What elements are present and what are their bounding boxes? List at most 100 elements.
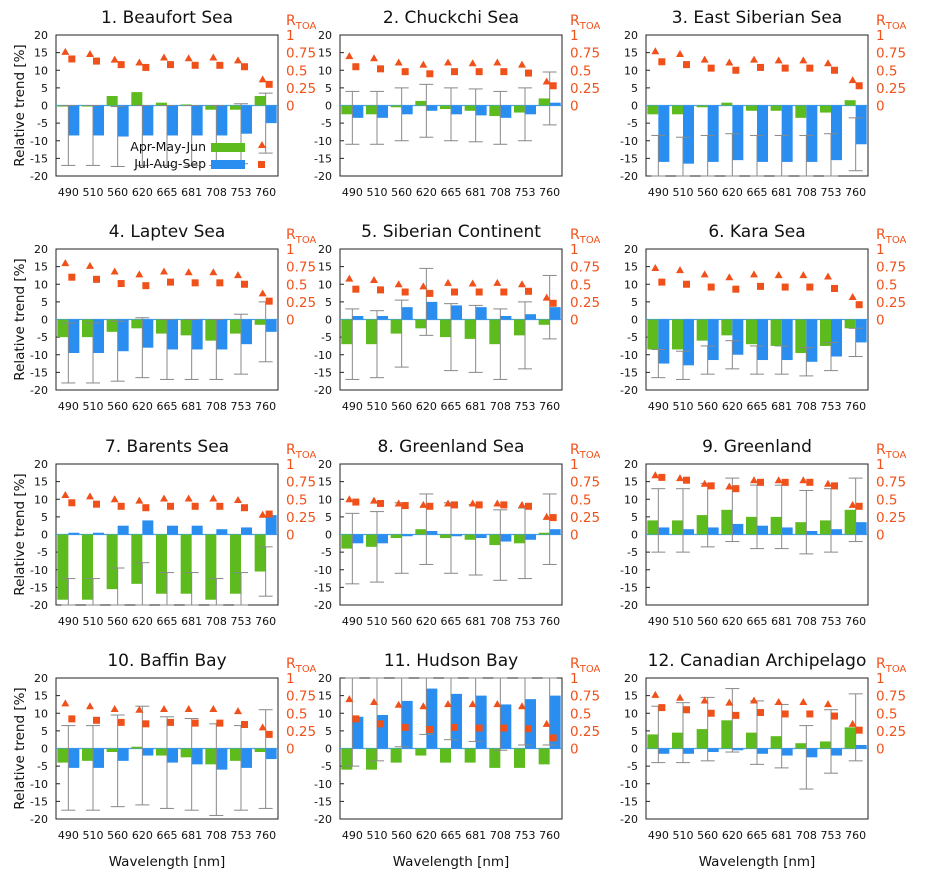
r-toa-axis-label: RTOA	[876, 13, 907, 32]
rtoa-amj-marker	[209, 53, 218, 61]
y-tick-label: -10	[620, 135, 638, 148]
rtoa-jas-marker	[191, 279, 199, 287]
bar-jas	[426, 530, 438, 535]
rtoa-amj-marker	[799, 697, 808, 705]
y-tick-label: 10	[624, 64, 638, 77]
bar-amj	[180, 534, 192, 594]
rtoa-amj-marker	[493, 499, 502, 507]
y-tick-label: -5	[627, 117, 638, 130]
x-tick-label: 753	[231, 186, 252, 199]
y-tick-label: -20	[314, 599, 332, 612]
y-tick-label: 10	[34, 493, 48, 506]
bar-jas	[451, 105, 462, 115]
x-tick-label: 681	[465, 186, 486, 199]
bar-jas	[216, 105, 228, 136]
r-toa-axis-label: RTOA	[570, 227, 601, 246]
y-tick-label: 0	[631, 529, 638, 542]
r-toa-main: R	[876, 656, 886, 672]
bar-jas	[683, 319, 694, 366]
rtoa-jas-marker	[855, 502, 863, 510]
rtoa-amj-marker	[493, 58, 502, 66]
rtoa-amj-marker	[700, 270, 709, 278]
y-tick-label: -20	[30, 599, 48, 612]
bar-jas	[142, 520, 154, 535]
rtoa-jas-marker	[451, 501, 458, 509]
rtoa-jas-marker	[265, 297, 273, 305]
bar-jas	[781, 527, 793, 535]
rtoa-amj-marker	[61, 47, 70, 55]
x-tick-label: 510	[673, 186, 694, 199]
rtoa-jas-marker	[401, 288, 409, 296]
rtoa-jas-marker	[93, 716, 100, 724]
bar-amj	[770, 736, 782, 749]
y2-tick-label: 1	[570, 671, 579, 687]
y-tick-label: -20	[314, 813, 332, 826]
bar-jas	[658, 527, 670, 535]
rtoa-amj-marker	[651, 47, 660, 55]
panel-11: 11. Hudson Bay20151050-5-10-15-2010.750.…	[314, 651, 601, 870]
bar-jas	[93, 105, 104, 136]
bar-amj	[341, 748, 353, 770]
bar-jas	[377, 315, 388, 320]
bar-jas	[549, 307, 561, 320]
y2-tick-label: 0.25	[286, 724, 316, 740]
rtoa-jas-marker	[707, 709, 715, 717]
rtoa-amj-marker	[824, 272, 832, 280]
y2-tick-label: 1	[570, 457, 579, 473]
x-tick-label: 708	[490, 615, 511, 628]
rtoa-jas-marker	[451, 723, 458, 731]
rtoa-jas-marker	[683, 706, 690, 714]
rtoa-amj-marker	[110, 267, 119, 275]
bar-jas	[216, 748, 228, 770]
panel-title: 3. East Siberian Sea	[672, 8, 842, 28]
y2-tick-label: 0.75	[286, 689, 316, 705]
y-tick-label: 20	[318, 243, 332, 256]
bar-amj	[254, 748, 266, 753]
bar-amj	[131, 92, 143, 106]
bar-amj	[156, 319, 167, 334]
y-tick-label: 0	[325, 743, 332, 756]
y-tick-label: -10	[30, 135, 48, 148]
rtoa-amj-marker	[468, 59, 477, 67]
bar-amj	[366, 105, 377, 115]
bar-amj	[156, 102, 167, 106]
panel-title: 12. Canadian Archipelago	[648, 651, 867, 671]
bar-amj	[672, 105, 683, 115]
rtoa-jas-marker	[167, 502, 174, 510]
bar-jas	[525, 105, 536, 115]
rtoa-jas-marker	[831, 66, 838, 74]
rtoa-jas-marker	[117, 718, 125, 726]
y-tick-label: -10	[620, 564, 638, 577]
y-tick-label: -5	[37, 331, 48, 344]
rtoa-amj-marker	[750, 55, 758, 63]
x-tick-label: 665	[747, 186, 768, 199]
y-tick-label: -20	[30, 170, 48, 183]
bar-amj	[770, 319, 782, 346]
rtoa-jas-marker	[732, 711, 740, 719]
bar-jas	[352, 534, 364, 544]
r-toa-main: R	[286, 13, 296, 29]
rtoa-jas-marker	[781, 64, 789, 72]
legend-amj-swatch	[211, 143, 245, 152]
bar-jas	[781, 319, 793, 361]
rtoa-amj-marker	[394, 700, 403, 708]
rtoa-amj-marker	[848, 500, 857, 508]
y-tick-label: 20	[624, 458, 638, 471]
rtoa-amj-marker	[542, 512, 551, 520]
x-tick-label: 510	[367, 829, 388, 842]
rtoa-jas-marker	[142, 720, 150, 728]
panel-title: 8. Greenland Sea	[378, 437, 525, 457]
bar-jas	[500, 105, 512, 118]
bar-amj	[415, 748, 427, 756]
bar-jas	[352, 105, 364, 118]
rtoa-amj-marker	[86, 702, 94, 710]
y2-tick-label: 1	[876, 457, 885, 473]
rtoa-amj-marker	[110, 495, 119, 503]
y2-tick-label: 0	[876, 742, 885, 758]
bar-jas	[451, 534, 462, 537]
y-tick-label: -10	[620, 349, 638, 362]
rtoa-amj-marker	[394, 280, 403, 288]
x-tick-label: 760	[845, 615, 866, 628]
bar-amj	[770, 516, 782, 535]
y2-tick-label: 0.5	[570, 492, 591, 508]
